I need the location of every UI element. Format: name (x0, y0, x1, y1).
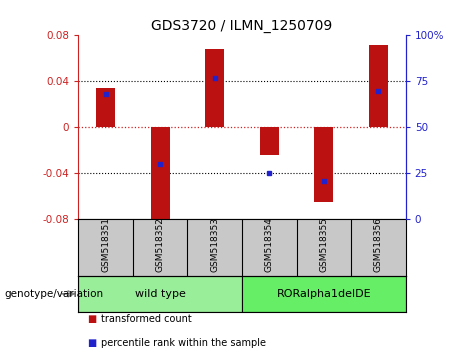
Text: transformed count: transformed count (101, 314, 192, 324)
Text: wild type: wild type (135, 289, 186, 299)
Bar (314, 127, 333, 202)
Text: GSM518351: GSM518351 (101, 217, 110, 272)
Text: ■: ■ (88, 338, 97, 348)
Text: genotype/variation: genotype/variation (5, 289, 104, 299)
Text: GSM518352: GSM518352 (156, 217, 165, 272)
Bar (78, 276, 242, 312)
Text: GSM518356: GSM518356 (374, 217, 383, 272)
Bar (205, 49, 225, 127)
Text: GSM518354: GSM518354 (265, 217, 274, 272)
Bar (260, 127, 279, 155)
Bar (151, 127, 170, 227)
Text: RORalpha1delDE: RORalpha1delDE (277, 289, 371, 299)
Bar (369, 45, 388, 127)
Text: GSM518353: GSM518353 (210, 217, 219, 272)
Bar (242, 276, 406, 312)
Text: ■: ■ (88, 314, 97, 324)
Text: percentile rank within the sample: percentile rank within the sample (101, 338, 266, 348)
Bar (96, 88, 115, 127)
Text: GSM518355: GSM518355 (319, 217, 328, 272)
Title: GDS3720 / ILMN_1250709: GDS3720 / ILMN_1250709 (151, 19, 333, 33)
